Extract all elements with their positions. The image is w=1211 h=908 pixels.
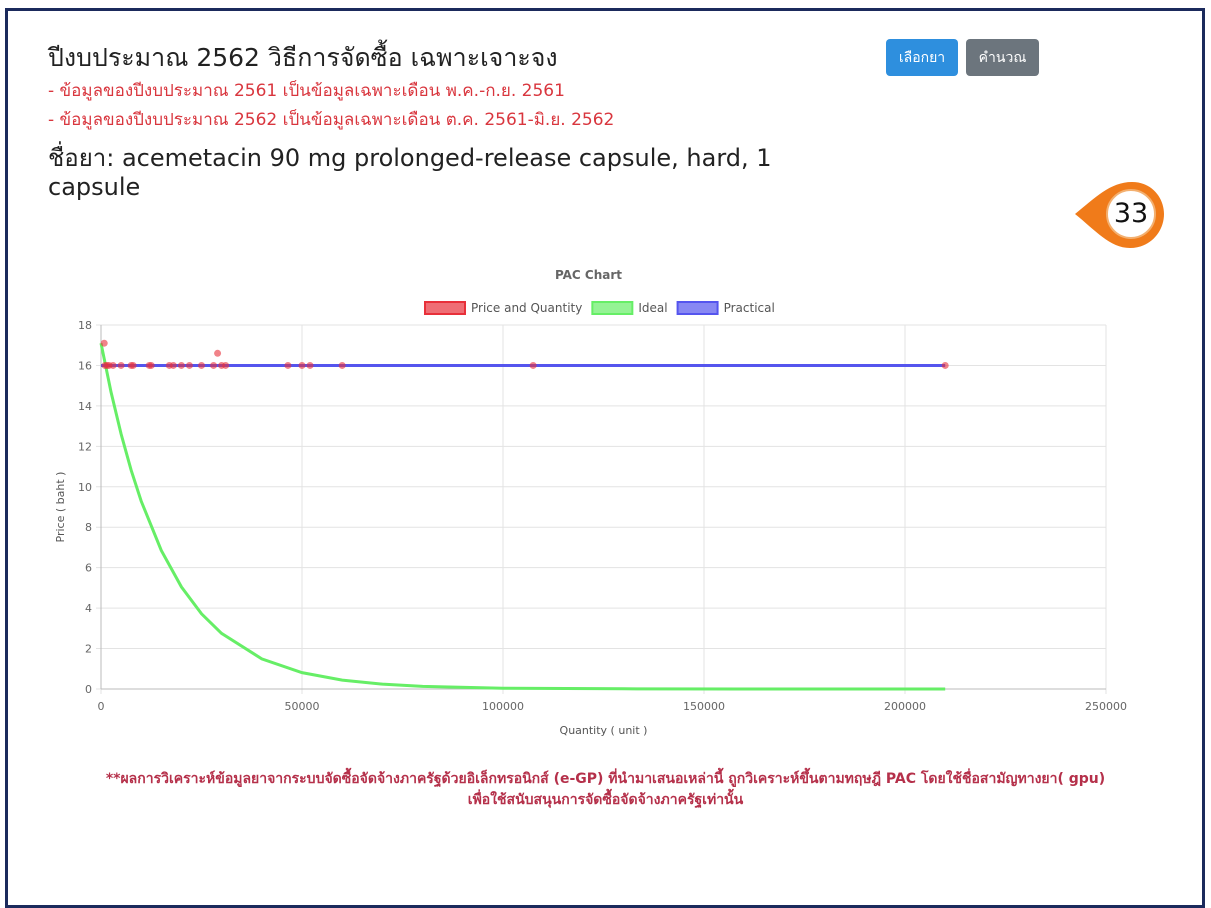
point [222, 361, 230, 369]
point [529, 361, 537, 369]
x-tick-label: 250000 [1085, 700, 1127, 713]
note: - ข้อมูลของปีงบประมาณ 2562 เป็นข้อมูลเฉพ… [48, 110, 615, 130]
badge: 33 [1075, 182, 1164, 248]
footer: **ผลการวิเคราะห์ข้อมูลยาจากระบบจัดซื้อจั… [105, 771, 1106, 787]
point [185, 361, 193, 369]
point [169, 361, 177, 369]
line [99, 342, 946, 691]
point [338, 361, 346, 369]
point [177, 361, 185, 369]
point [210, 361, 218, 369]
point [214, 349, 222, 357]
x-tick-label: 200000 [884, 700, 926, 713]
select-button[interactable]: เลือกยา [886, 39, 958, 76]
legend-label: Practical [724, 301, 775, 315]
note: - ข้อมูลของปีงบประมาณ 2561 เป็นข้อมูลเฉพ… [48, 81, 565, 101]
legend-swatch [424, 301, 466, 315]
x-tick-label: 150000 [683, 700, 725, 713]
x-axis-label: Quantity ( unit ) [560, 724, 648, 737]
x-tick-label: 100000 [482, 700, 524, 713]
y-tick-label: 8 [85, 521, 92, 534]
badge-circle [1106, 189, 1156, 239]
y-tick-label: 0 [85, 683, 92, 696]
title: ปีงบประมาณ 2562 วิธีการจัดซื้อ เฉพาะเจาะ… [48, 43, 558, 72]
legend-label: Ideal [638, 301, 667, 315]
legend-swatch [591, 301, 634, 315]
legend-label: Price and Quantity [471, 301, 582, 315]
point [147, 361, 155, 369]
y-tick-label: 10 [78, 481, 92, 494]
point [284, 361, 292, 369]
point [109, 361, 117, 369]
y-tick-label: 4 [85, 602, 92, 615]
calc-button[interactable]: คำนวณ [966, 39, 1039, 76]
chart-title: PAC Chart [555, 268, 622, 282]
point [298, 361, 306, 369]
y-tick-label: 2 [85, 643, 92, 656]
y-tick-label: 12 [78, 440, 92, 453]
point [117, 361, 125, 369]
drug-name: ชื่อยา: acemetacin 90 mg prolonged-relea… [48, 144, 772, 201]
legend-swatch [676, 301, 719, 315]
y-tick-label: 14 [78, 400, 92, 413]
point [198, 361, 205, 369]
point [100, 339, 108, 347]
point [941, 361, 949, 369]
x-tick-label: 0 [98, 700, 105, 713]
page: ปีงบประมาณ 2562 วิธีการจัดซื้อ เฉพาะเจาะ… [5, 8, 1205, 908]
chart: PAC Chart Quantity ( unit ) Price ( baht )… [54, 268, 1127, 737]
y-tick-label: 18 [78, 319, 92, 332]
y-tick-label: 16 [78, 359, 92, 372]
x-tick-label: 50000 [285, 700, 320, 713]
point [129, 361, 137, 369]
y-axis-label: Price ( baht ) [54, 472, 67, 543]
point [306, 361, 314, 369]
y-tick-label: 6 [85, 562, 92, 575]
badge-number: 33 [1114, 198, 1148, 229]
footer: เพื่อใช้สนับสนุนการจัดซื้อจัดจ้างภาครัฐเ… [467, 792, 744, 808]
